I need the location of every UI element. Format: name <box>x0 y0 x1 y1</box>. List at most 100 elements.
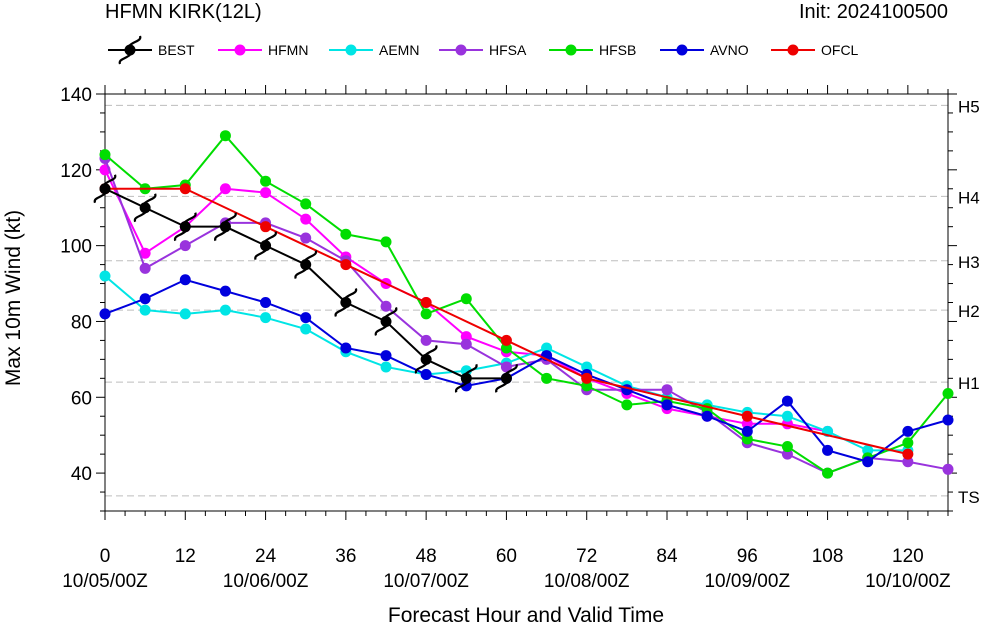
data-point-hfsb <box>460 293 472 305</box>
data-point-hfsb <box>822 467 834 479</box>
legend-label-ofcl: OFCL <box>821 42 859 58</box>
x-tick-label: 120 <box>892 546 924 567</box>
x-date-label: 10/05/00Z <box>62 571 148 592</box>
legend-label-hfsa: HFSA <box>489 42 527 58</box>
data-point-aemn <box>260 312 272 324</box>
data-point-hfmn <box>260 187 272 199</box>
data-point-hfsb <box>781 441 793 453</box>
legend-marker-hfsb <box>565 44 577 56</box>
data-point-avno <box>260 297 272 308</box>
data-point-avno <box>701 410 713 422</box>
data-point-best <box>93 174 117 204</box>
series-line-hfsa <box>104 158 949 475</box>
data-point-hfsb <box>621 399 633 411</box>
data-point-hfsb <box>500 342 512 354</box>
data-point-avno <box>741 425 753 437</box>
data-point-hfsb <box>340 228 352 240</box>
data-point-hfsb <box>420 308 432 320</box>
x-tick-label: 108 <box>812 546 844 567</box>
data-point-aemn <box>460 365 472 377</box>
data-point-avno <box>380 350 392 362</box>
data-point-ofcl <box>340 259 352 271</box>
data-point-hfsb <box>300 198 312 210</box>
legend-label-hfsb: HFSB <box>599 42 636 58</box>
data-point-hfsa <box>460 338 472 350</box>
plot-frame <box>104 93 949 512</box>
data-point-aemn <box>179 308 191 320</box>
data-point-hfsa <box>661 384 673 396</box>
legend-label-best: BEST <box>158 42 195 58</box>
data-point-aemn <box>380 361 392 373</box>
data-point-hfsa <box>942 463 954 475</box>
data-point-avno <box>139 293 151 305</box>
legend-label-avno: AVNO <box>710 42 749 58</box>
y-tick-label: 140 <box>60 85 92 106</box>
series-line-hfsb <box>104 134 949 475</box>
data-point-hfsb <box>741 433 753 445</box>
data-point-ofcl <box>741 410 753 422</box>
data-point-best <box>294 250 318 279</box>
data-point-hfsa <box>139 262 151 274</box>
data-point-hfsb <box>219 130 231 142</box>
threshold-label-ts: TS <box>958 488 980 507</box>
data-point-hfmn <box>219 183 231 195</box>
data-point-avno <box>179 274 191 286</box>
data-point-best <box>133 193 157 223</box>
data-point-avno <box>460 380 472 392</box>
x-tick-label: 96 <box>737 546 758 567</box>
data-point-best <box>414 344 438 374</box>
series-hfsb <box>99 130 954 479</box>
data-point-hfsb <box>942 387 954 399</box>
x-date-label: 10/09/00Z <box>704 571 790 592</box>
data-point-avno <box>300 312 312 324</box>
legend-item-aemn: AEMN <box>329 42 419 58</box>
legend-item-hfsb: HFSB <box>549 42 636 58</box>
legend-label-aemn: AEMN <box>379 42 419 58</box>
legend-marker-avno <box>676 44 688 56</box>
y-tick-label: 80 <box>71 312 92 333</box>
data-point-aemn <box>581 361 593 373</box>
series-line-avno <box>104 278 949 463</box>
y-tick-label: 120 <box>60 161 92 182</box>
legend-marker-hfmn <box>234 44 246 56</box>
data-point-hfsa <box>781 448 793 460</box>
legend-item-ofcl: OFCL <box>771 42 859 58</box>
data-point-hfsb <box>380 236 392 248</box>
data-point-avno <box>340 342 352 354</box>
threshold-label-h3: H3 <box>958 253 980 272</box>
chart-title: HFMN KIRK(12L) <box>105 1 262 23</box>
data-point-aemn <box>300 323 312 335</box>
legend-marker-best <box>118 35 142 65</box>
data-point-best <box>254 231 277 261</box>
data-point-aemn <box>219 304 231 316</box>
data-point-ofcl <box>420 297 432 308</box>
x-tick-label: 72 <box>576 546 597 567</box>
data-point-avno <box>902 425 914 437</box>
legend-marker-ofcl <box>787 44 799 56</box>
init-label: Init: 2024100500 <box>799 1 948 23</box>
legend-item-hfsa: HFSA <box>439 42 527 58</box>
data-point-ofcl <box>500 334 512 346</box>
data-point-best <box>214 212 237 242</box>
data-point-avno <box>661 399 673 411</box>
data-point-avno <box>219 285 231 297</box>
data-point-hfsa <box>902 456 914 468</box>
legend: BEST HFMN AEMN HFSA HFSB AVNO OFCL <box>108 35 859 65</box>
data-point-aemn <box>862 444 874 456</box>
legend-item-avno: AVNO <box>660 42 749 58</box>
data-point-avno <box>862 456 874 468</box>
x-tick-label: 12 <box>175 546 196 567</box>
data-point-ofcl <box>179 183 191 195</box>
legend-item-hfmn: HFMN <box>218 42 308 58</box>
data-point-best <box>454 363 478 393</box>
series-best <box>93 174 518 393</box>
x-date-label: 10/08/00Z <box>544 571 630 592</box>
x-tick-label: 0 <box>100 546 111 567</box>
data-point-hfsa <box>500 361 512 373</box>
y-tick-label: 40 <box>71 464 92 485</box>
x-date-label: 10/10/00Z <box>865 571 951 592</box>
data-point-hfsb <box>581 380 593 392</box>
data-point-hfsb <box>260 175 272 187</box>
data-point-avno <box>99 308 111 320</box>
data-point-ofcl <box>260 221 272 233</box>
